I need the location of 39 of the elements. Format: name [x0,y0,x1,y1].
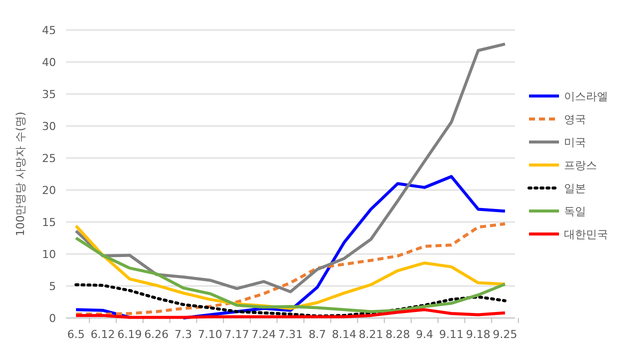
x-tick-label: 9.4 [416,328,434,341]
legend-label: 미국 [564,136,586,149]
line-series [74,308,506,319]
y-tick-label: 45 [42,24,56,37]
legend-label: 일본 [564,182,586,195]
x-tick-label: 9.18 [466,328,490,341]
y-tick-label: 20 [42,184,56,197]
y-tick-label: 25 [42,152,56,165]
x-tick-label: 7.17 [224,328,250,341]
x-tick-label: 9.25 [492,328,518,341]
y-tick-label: 0 [49,312,56,325]
line-series [74,42,506,294]
x-tick-label: 6.5 [67,328,85,341]
legend-label: 독일 [564,204,586,218]
y-tick-label: 35 [42,88,56,101]
x-tick-label: 7.3 [174,328,192,341]
legend-label: 대한민국 [564,228,608,241]
y-tick-label: 10 [42,248,56,261]
x-tick-label: 7.31 [278,328,303,341]
legend-label: 프랑스 [564,158,597,172]
y-tick-label: 15 [42,216,56,229]
x-tick-label: 7.24 [251,328,276,341]
x-tick-label: 8.14 [332,328,356,341]
y-tick-label: 40 [42,56,56,69]
y-axis-title: 100만명당 사망자 수(명) [14,112,27,236]
x-tick-label: 9.11 [439,328,464,341]
legend-label: 이스라엘 [564,90,608,103]
legend-label: 영국 [564,112,586,126]
x-tick-label: 8.7 [308,328,326,341]
y-tick-label: 5 [49,280,56,293]
x-tick-label: 7.10 [198,328,222,341]
x-tick-label: 6.12 [90,328,116,341]
y-tick-label: 30 [42,120,56,133]
x-tick-label: 6.19 [117,328,142,341]
x-tick-label: 8.21 [358,328,384,341]
line-series [74,236,506,314]
x-tick-label: 8.28 [386,328,410,341]
x-tick-label: 6.26 [144,328,169,341]
line-series [74,283,506,318]
